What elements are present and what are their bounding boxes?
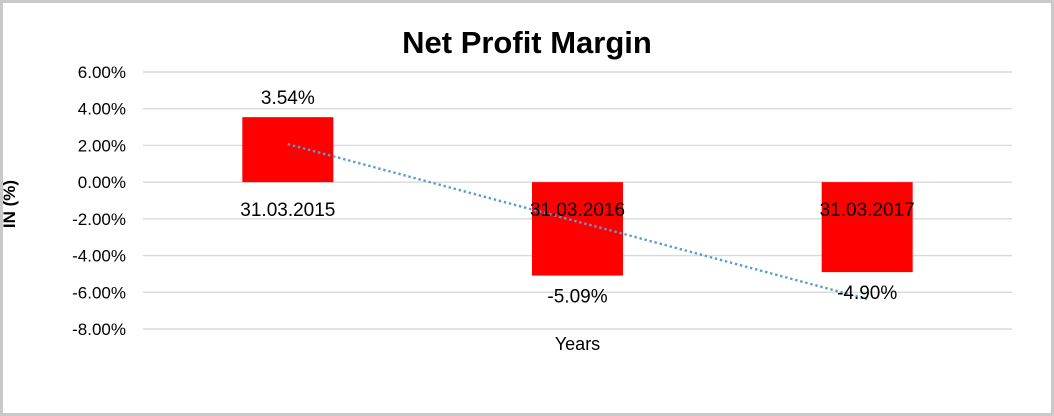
bar [532,182,623,276]
data-label: -4.90% [837,283,897,304]
chart-title: Net Profit Margin [402,25,652,60]
y-tick-label: -6.00% [72,283,126,302]
x-axis-title: Years [554,334,601,354]
y-tick-label: 6.00% [78,63,126,82]
bar [242,117,334,183]
category-label: 31.03.2015 [240,200,335,221]
y-tick-label: -4.00% [72,247,126,266]
y-tick-label: 0.00% [78,173,126,192]
y-tick-label: -8.00% [72,320,126,339]
y-tick-label: 4.00% [78,100,126,119]
data-label: -5.09% [547,287,607,308]
plot-area: 6.00% 4.00% 2.00% 0.00% -2.00% -4.00% -6.00% -8… [72,63,1012,339]
category-label: 31.03.2016 [530,200,625,221]
data-label: 3.54% [261,88,315,109]
bar [821,182,913,273]
category-label: 31.03.2017 [820,200,915,221]
y-tick-label: -2.00% [72,210,126,229]
y-tick-label: 2.00% [78,136,126,155]
trendline [287,142,868,301]
